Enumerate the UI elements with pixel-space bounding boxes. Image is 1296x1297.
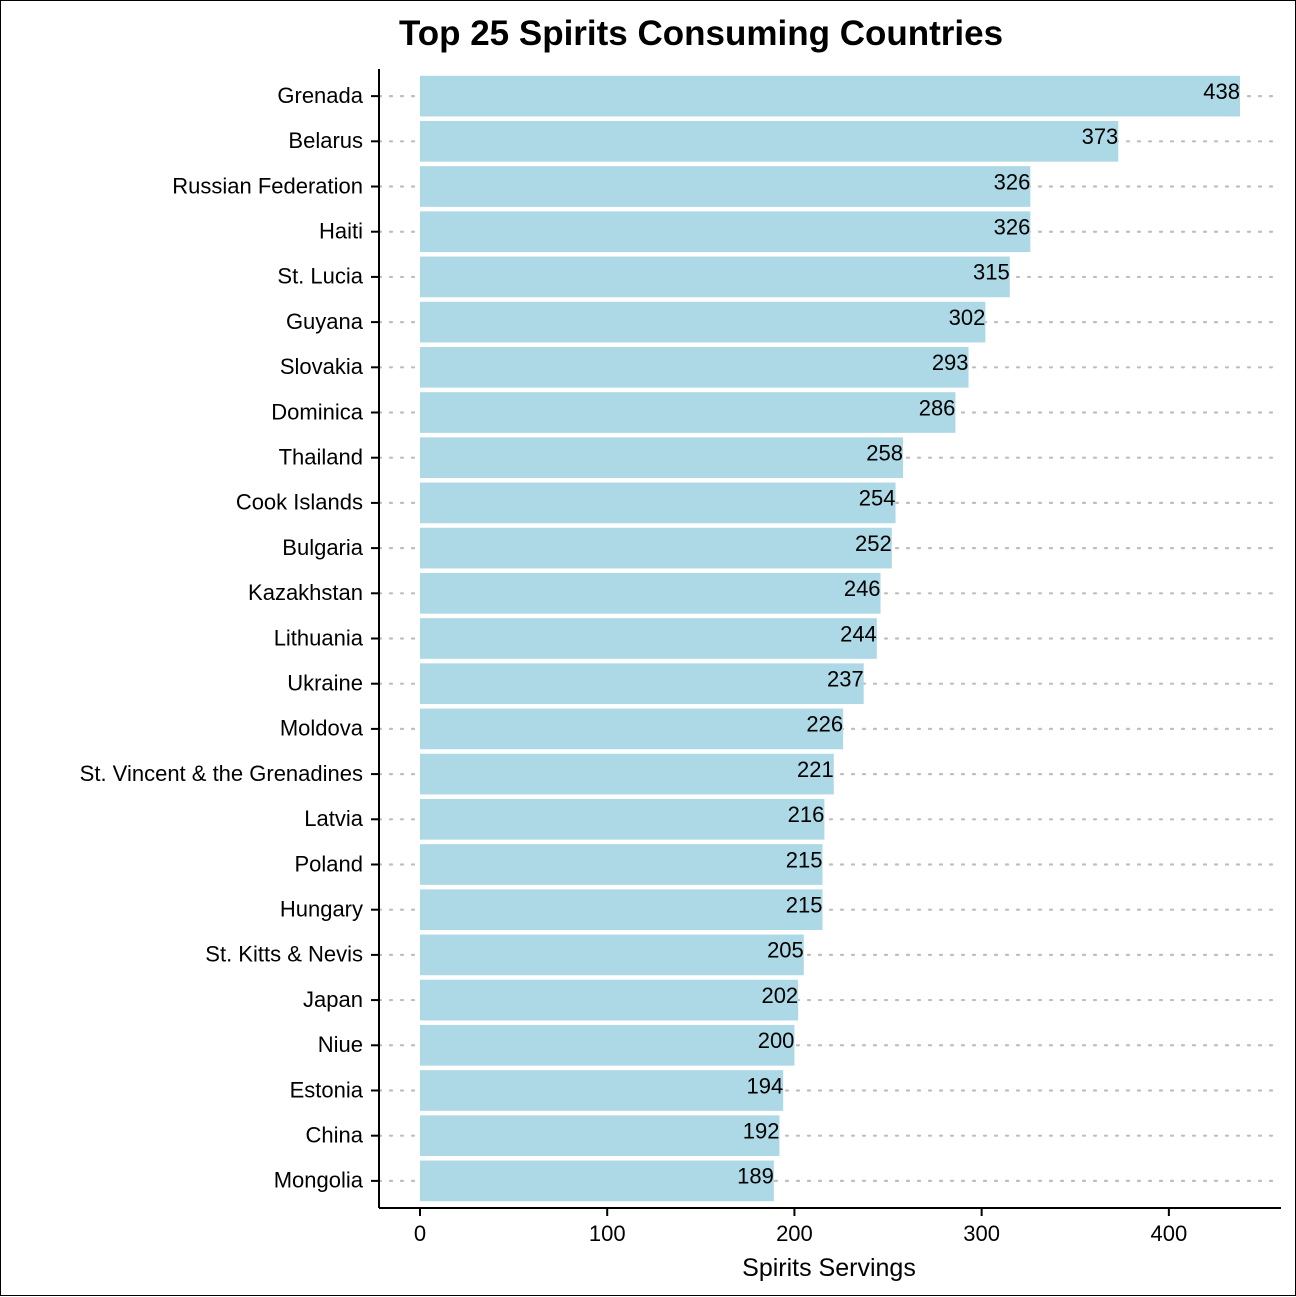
bar-value-label: 246 xyxy=(844,576,881,601)
category-label: Kazakhstan xyxy=(248,580,363,605)
bar-value-label: 326 xyxy=(994,215,1031,240)
bar-value-label: 226 xyxy=(806,712,843,737)
bar xyxy=(420,934,804,976)
bar-value-label: 254 xyxy=(859,486,896,511)
bar xyxy=(420,572,881,614)
bar xyxy=(420,211,1031,253)
bar xyxy=(420,618,877,659)
bar xyxy=(420,482,896,524)
bar xyxy=(420,527,892,569)
x-axis-ticks: 0 100 200 300 400 xyxy=(414,1221,1187,1246)
bar-value-label: 192 xyxy=(743,1118,780,1143)
bar xyxy=(420,120,1119,162)
bar xyxy=(420,844,823,885)
x-tick-label: 400 xyxy=(1150,1221,1187,1246)
bar xyxy=(420,1070,784,1111)
bar-value-label: 286 xyxy=(919,395,956,420)
category-label: Estonia xyxy=(290,1077,364,1102)
bar-value-label: 302 xyxy=(949,305,986,330)
bar xyxy=(420,1024,795,1066)
category-label: Cook Islands xyxy=(236,490,363,515)
y-axis-categories: Grenada Belarus Russian Federation Haiti St.… xyxy=(80,83,364,1193)
bar xyxy=(420,979,799,1021)
bar-value-label: 438 xyxy=(1203,79,1240,104)
bar xyxy=(420,753,834,795)
bar-value-label: 252 xyxy=(855,531,892,556)
category-label: Lithuania xyxy=(274,625,364,650)
bar-value-label: 326 xyxy=(994,169,1031,194)
bar-value-label: 216 xyxy=(788,802,825,827)
bar-value-label: 205 xyxy=(767,938,804,963)
category-label: Bulgaria xyxy=(282,535,363,560)
category-label: Japan xyxy=(303,987,363,1012)
bar xyxy=(420,798,825,840)
category-label: Mongolia xyxy=(274,1168,364,1193)
category-label: Moldova xyxy=(280,716,364,741)
bar-value-label: 244 xyxy=(840,621,877,646)
category-label: Hungary xyxy=(280,897,363,922)
x-tick-label: 100 xyxy=(589,1221,626,1246)
bar-value-label: 189 xyxy=(737,1164,774,1189)
category-label: Niue xyxy=(318,1032,363,1057)
bar xyxy=(420,256,1010,298)
bar-value-label: 221 xyxy=(797,757,834,782)
category-label: Thailand xyxy=(279,445,363,470)
category-label: China xyxy=(306,1122,364,1147)
value-labels: 438 373 326 326 315 302 293 286 258 254 252 246 244 2… xyxy=(737,79,1240,1189)
bar xyxy=(420,708,844,750)
category-label: Slovakia xyxy=(280,354,364,379)
category-label: Guyana xyxy=(286,309,364,334)
bar-value-label: 373 xyxy=(1082,124,1119,149)
category-label: Poland xyxy=(294,851,363,876)
bar-value-label: 202 xyxy=(761,983,798,1008)
x-axis-title: Spirits Servings xyxy=(742,1254,916,1282)
bar-value-label: 215 xyxy=(786,893,823,918)
bar xyxy=(420,1160,774,1202)
category-label: Dominica xyxy=(271,399,363,424)
axes xyxy=(371,69,1281,1216)
bar xyxy=(420,392,956,433)
bar xyxy=(420,346,969,388)
bar xyxy=(420,301,986,343)
bar xyxy=(420,663,864,705)
category-label: Belarus xyxy=(288,128,363,153)
bar xyxy=(420,889,823,931)
chart-title: Top 25 Spirits Consuming Countries xyxy=(399,14,1003,53)
bar xyxy=(420,75,1240,117)
category-label: Ukraine xyxy=(287,671,363,696)
bar-value-label: 237 xyxy=(827,667,864,692)
category-label: St. Lucia xyxy=(277,264,363,289)
bar-value-label: 315 xyxy=(973,260,1010,285)
x-tick-label: 200 xyxy=(776,1221,813,1246)
bar xyxy=(420,1115,780,1157)
category-label: Haiti xyxy=(319,219,363,244)
bar-value-label: 293 xyxy=(932,350,969,375)
x-tick-label: 300 xyxy=(963,1221,1000,1246)
bar xyxy=(420,437,904,479)
bar xyxy=(420,166,1031,207)
bars xyxy=(420,75,1240,1202)
bar-value-label: 200 xyxy=(758,1028,795,1053)
x-tick-label: 0 xyxy=(414,1221,426,1246)
category-label: Latvia xyxy=(304,806,363,831)
bar-value-label: 215 xyxy=(786,847,823,872)
category-label: St. Vincent & the Grenadines xyxy=(80,761,363,786)
bar-value-label: 194 xyxy=(746,1073,783,1098)
category-label: St. Kitts & Nevis xyxy=(205,942,363,967)
bar-value-label: 258 xyxy=(866,441,903,466)
category-label: Russian Federation xyxy=(172,173,363,198)
category-label: Grenada xyxy=(277,83,363,108)
